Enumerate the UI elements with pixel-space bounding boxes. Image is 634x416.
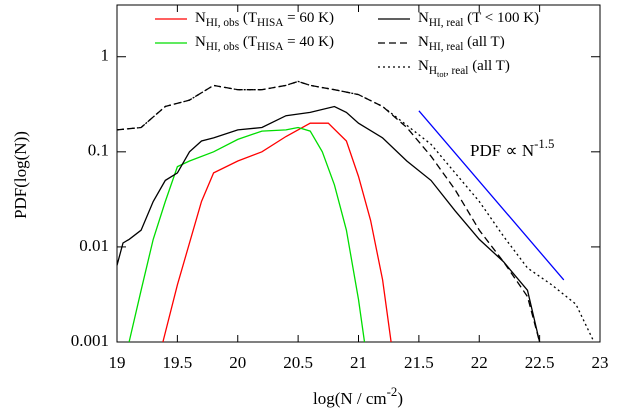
x-axis-label: log(N / cm-2) xyxy=(313,385,403,408)
x-tick-label: 21.5 xyxy=(404,353,434,372)
legend-label: NHI, obs (THISA = 40 K) xyxy=(195,34,334,53)
x-tick-label: 19 xyxy=(109,353,126,372)
y-tick-label: 0.001 xyxy=(71,331,109,350)
line-series xyxy=(116,80,541,343)
x-tick-label: 20 xyxy=(229,353,246,372)
line-series xyxy=(116,105,541,343)
line-series xyxy=(128,126,366,343)
x-tick-label: 20.5 xyxy=(283,353,313,372)
y-tick-label: 0.1 xyxy=(88,141,109,160)
legend-label: NHI, real (all T) xyxy=(418,34,505,53)
x-tick-label: 22 xyxy=(471,353,488,372)
reference-line xyxy=(418,110,565,281)
y-tick-label: 1 xyxy=(101,46,110,65)
legend-label: NHI, real (T < 100 K) xyxy=(418,10,539,29)
x-tick-label: 21 xyxy=(350,353,367,372)
x-tick-label: 23 xyxy=(592,353,609,372)
y-axis-label: PDF(log(N)) xyxy=(11,131,30,219)
legend-label: NHI, obs (THISA = 60 K) xyxy=(195,10,334,29)
line-series xyxy=(162,122,392,343)
x-tick-label: 22.5 xyxy=(525,353,555,372)
x-tick-label: 19.5 xyxy=(163,353,193,372)
legend-label: NHtot, real (all T) xyxy=(418,58,510,78)
line-series xyxy=(116,80,595,343)
y-tick-label: 0.01 xyxy=(79,236,109,255)
annotation: PDF ∝ N-1.5 xyxy=(470,137,554,160)
